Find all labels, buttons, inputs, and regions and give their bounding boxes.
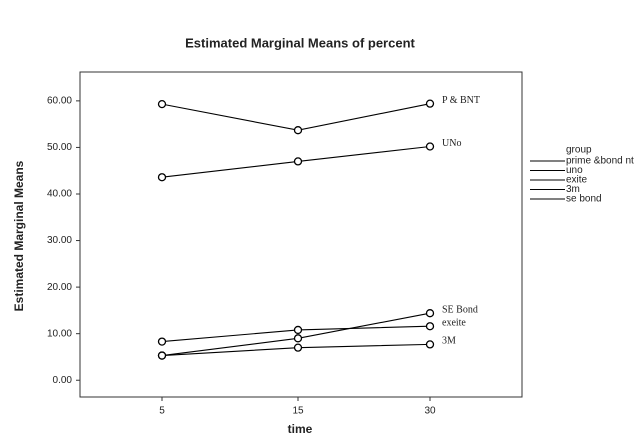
plot-frame (79, 71, 523, 398)
legend-label: prime &bond nt (566, 156, 634, 167)
end-label: UNo (442, 138, 461, 149)
end-label: 3M (442, 336, 456, 347)
point-marker (293, 157, 303, 166)
legend-title: group (566, 145, 592, 156)
y-tick-label: 40.00 (47, 189, 72, 200)
legend-label: 3m (566, 184, 580, 195)
point-marker (157, 337, 167, 346)
legend-label: se bond (566, 194, 602, 205)
x-tick-label: 5 (159, 406, 165, 417)
point-marker (157, 173, 167, 182)
legend-label: uno (566, 165, 583, 176)
x-tick-label: 15 (292, 406, 304, 417)
y-tick-label: 20.00 (47, 282, 72, 293)
x-tick-label: 30 (424, 406, 436, 417)
end-label: SE Bond (442, 304, 478, 315)
point-marker (157, 99, 167, 109)
y-tick-label: 60.00 (47, 96, 72, 107)
point-marker (157, 351, 167, 360)
point-marker (425, 99, 435, 108)
point-marker (293, 343, 303, 352)
point-marker (293, 334, 303, 343)
point-marker (425, 142, 435, 151)
point-marker (425, 340, 435, 349)
y-tick-label: 50.00 (47, 142, 72, 153)
end-label: P & BNT (442, 95, 480, 106)
point-marker (293, 126, 303, 135)
y-tick-label: 30.00 (47, 235, 72, 246)
point-marker (293, 325, 303, 335)
x-axis-label: time (288, 422, 313, 436)
point-marker (425, 322, 435, 331)
y-tick-label: 10.00 (47, 328, 72, 339)
y-tick-label: 0.00 (53, 375, 73, 386)
end-label: exeite (442, 318, 466, 329)
legend-label: exite (566, 175, 588, 186)
chart-title: Estimated Marginal Means of percent (185, 35, 415, 50)
y-axis-label: Estimated Marginal Means (12, 160, 26, 311)
point-marker (425, 309, 435, 318)
